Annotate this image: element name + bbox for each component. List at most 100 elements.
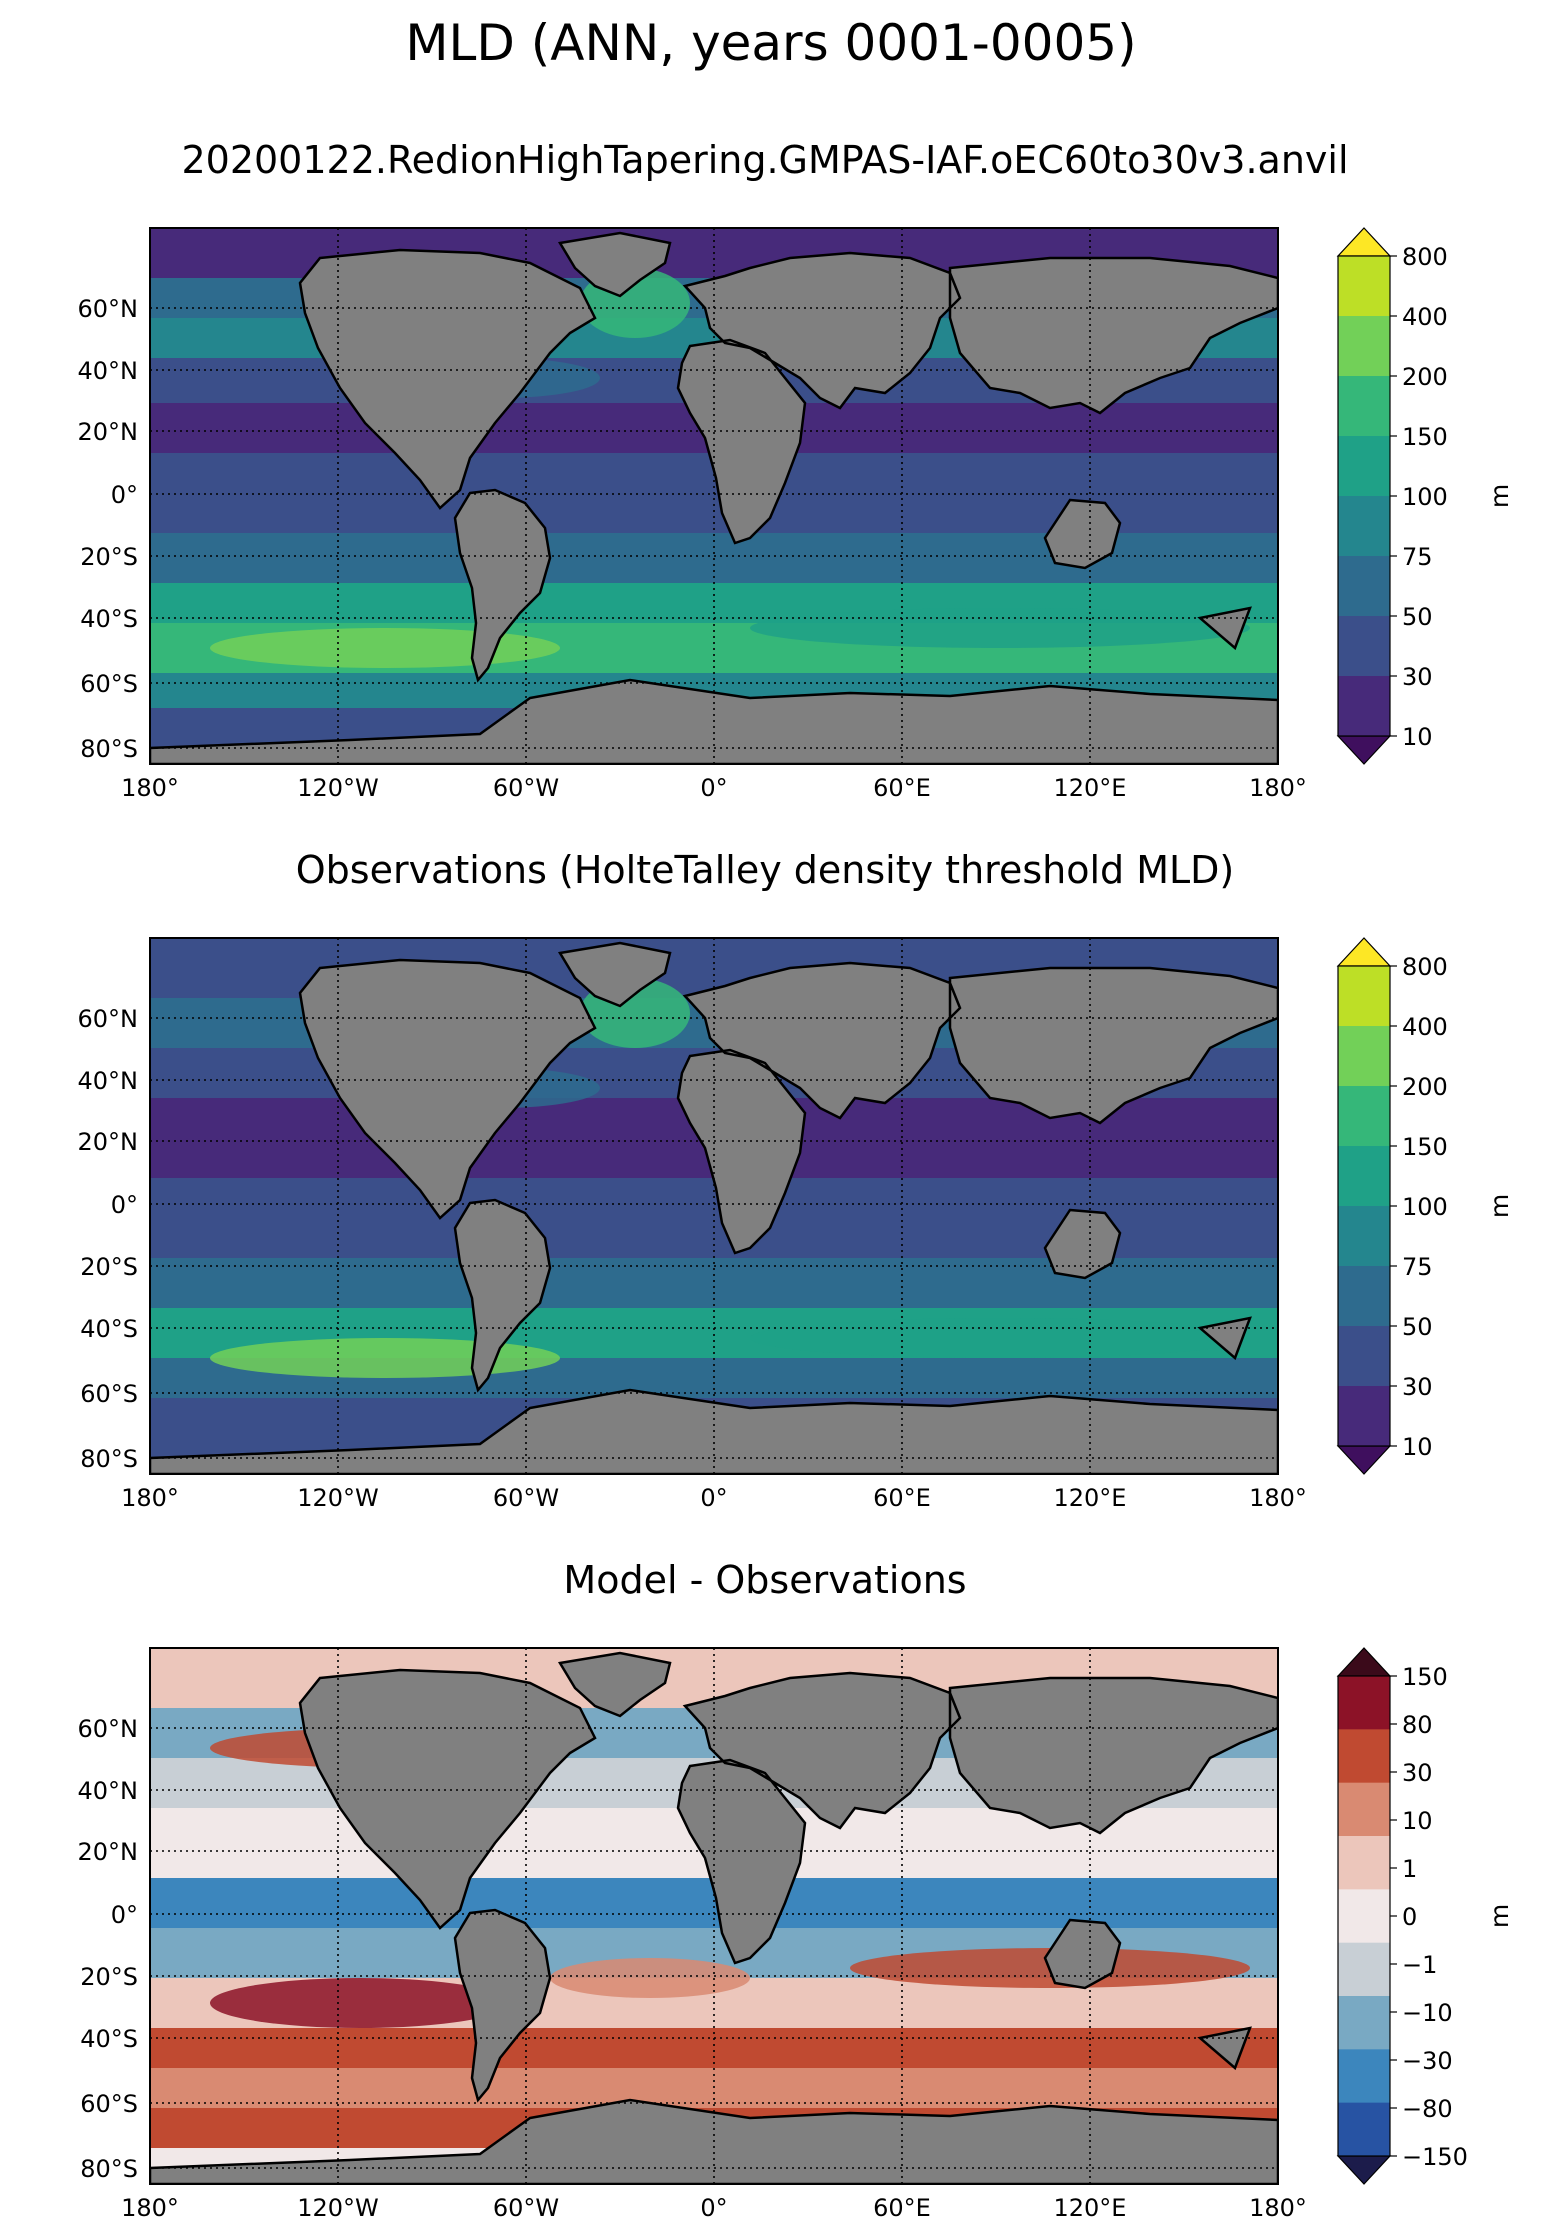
x-tick-label: 0° [700,1484,727,1512]
colorbar-extend-max [1336,227,1392,257]
colorbar-segment [1338,496,1390,557]
x-tick-label: 120°W [297,2194,379,2222]
y-tick-label: 20°N [78,418,139,446]
colorbar-segment [1338,436,1390,497]
y-tick-label: 40°S [80,2025,138,2053]
colorbar-level-label: 10 [1402,723,1433,751]
colorbar-segment [1338,966,1390,1027]
colorbar-segment [1338,676,1390,737]
y-tick-label: 60°S [80,2090,138,2118]
colorbar-segment [1338,1326,1390,1387]
colorbar-extend-min [1336,1445,1392,1475]
colorbar-segment [1338,316,1390,377]
colorbar-level-label: −150 [1402,2143,1468,2171]
y-tick-label: 40°S [80,605,138,633]
y-tick-label: 60°N [78,1715,139,1743]
y-tick-label: 60°N [78,1005,139,1033]
x-tick-label: 180° [121,774,179,802]
x-tick-label: 60°W [493,1484,559,1512]
y-tick-label: 60°S [80,1380,138,1408]
x-tick-label: 120°E [1054,774,1127,802]
colorbar-segment [1338,1782,1390,1837]
x-tick-label: 120°W [297,1484,379,1512]
x-tick-label: 180° [1249,774,1307,802]
colorbar-level-label: −80 [1402,2095,1453,2123]
colorbar-segment [1338,616,1390,677]
colorbar-level-label: 30 [1402,1759,1433,1787]
y-tick-label: 40°N [78,357,139,385]
field-patch [550,1958,750,1998]
colorbar-extend-min [1336,2155,1392,2185]
field-patch [210,1978,510,2028]
panel-title-observations: Observations (HolteTalley density thresh… [295,848,1235,892]
colorbar-level-label: 75 [1402,543,1433,571]
y-tick-label: 20°S [80,1253,138,1281]
map-panel-2: 180° 120°W 60°W 0° 60°E 120°E 180° 60°N 40°N 20°N… [78,1647,1307,2222]
colorbar-level-label: 75 [1402,1253,1433,1281]
colorbar-level-label: 10 [1402,1807,1433,1835]
colorbar-unit-label: m [1485,1904,1514,1928]
x-tick-label: 60°W [493,774,559,802]
y-tick-label: 40°N [78,1067,139,1095]
colorbar-level-label: 400 [1402,1013,1448,1041]
colorbar-0: 10 30 50 75 100 150 200 400 800 m [1336,227,1514,765]
colorbar-level-label: 1 [1402,1855,1417,1883]
colorbar-segment [1338,1676,1390,1730]
colorbar-level-label: 200 [1402,1073,1448,1101]
y-tick-label: 60°N [78,295,139,323]
colorbar-segment [1338,1996,1390,2050]
colorbar-level-label: 150 [1402,423,1448,451]
x-tick-label: 180° [1249,1484,1307,1512]
y-tick-label: 80°S [80,2155,138,2183]
y-tick-label: 80°S [80,735,138,763]
y-tick-label: 20°S [80,1963,138,1991]
colorbar-segment [1338,1729,1390,1784]
map-panel-0: 180° 120°W 60°W 0° 60°E 120°E 180° 60°N 40°N 20°N… [78,227,1307,802]
colorbar-segment [1338,1942,1390,1997]
y-tick-label: 20°S [80,543,138,571]
x-tick-label: 60°W [493,2194,559,2222]
colorbar-level-label: 0 [1402,1903,1417,1931]
y-tick-label: 40°S [80,1315,138,1343]
colorbar-level-label: 50 [1402,603,1433,631]
y-tick-label: 80°S [80,1445,138,1473]
x-tick-label: 0° [700,774,727,802]
colorbar-segment [1338,1836,1390,1890]
y-tick-label: 0° [111,481,138,509]
x-tick-label: 60°E [873,2194,931,2222]
colorbar-level-label: 100 [1402,1193,1448,1221]
colorbar-segment [1338,1266,1390,1327]
map-frame [149,937,1279,1475]
colorbar-level-label: 30 [1402,663,1433,691]
panel-title-model: 20200122.RedionHighTapering.GMPAS-IAF.oE… [181,138,1349,182]
colorbar-segment [1338,1026,1390,1087]
colorbar-1: 10 30 50 75 100 150 200 400 800 m [1336,937,1514,1475]
colorbar-segment [1338,1206,1390,1267]
colorbar-level-label: 10 [1402,1433,1433,1461]
colorbar-segment [1338,1146,1390,1207]
x-tick-label: 60°E [873,774,931,802]
colorbar-level-label: 80 [1402,1711,1433,1739]
y-tick-label: 60°S [80,670,138,698]
colorbar-segment [1338,2049,1390,2104]
x-tick-label: 120°E [1054,2194,1127,2222]
x-tick-label: 180° [1249,2194,1307,2222]
colorbar-extend-min [1336,735,1392,765]
colorbar-segment [1338,1086,1390,1147]
colorbar-level-label: 150 [1402,1133,1448,1161]
colorbar-level-label: 100 [1402,483,1448,511]
figure-title: MLD (ANN, years 0001-0005) [405,14,1137,72]
field-patch [750,1318,1250,1358]
field-patch [750,608,1250,648]
colorbar-segment [1338,1889,1390,1944]
colorbar-segment [1338,256,1390,317]
map-panel-1: 180° 120°W 60°W 0° 60°E 120°E 180° 60°N 40°N 20°N… [78,937,1307,1512]
colorbar-unit-label: m [1485,484,1514,508]
colorbar-extend-max [1336,937,1392,967]
colorbar-level-label: −30 [1402,2047,1453,2075]
colorbar-level-label: 800 [1402,953,1448,981]
y-tick-label: 40°N [78,1777,139,1805]
panel-title-difference: Model - Observations [563,1558,967,1602]
